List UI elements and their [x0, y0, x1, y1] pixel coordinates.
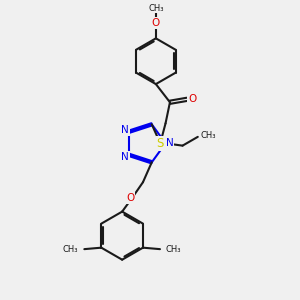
Text: O: O: [188, 94, 196, 104]
Text: O: O: [126, 193, 134, 203]
Text: O: O: [152, 18, 160, 28]
Text: N: N: [122, 125, 129, 135]
Text: S: S: [157, 137, 164, 150]
Text: CH₃: CH₃: [63, 244, 79, 253]
Text: CH₃: CH₃: [166, 244, 181, 253]
Text: CH₃: CH₃: [200, 130, 216, 140]
Text: CH₃: CH₃: [149, 4, 164, 13]
Text: N: N: [166, 138, 173, 148]
Text: N: N: [122, 152, 129, 162]
